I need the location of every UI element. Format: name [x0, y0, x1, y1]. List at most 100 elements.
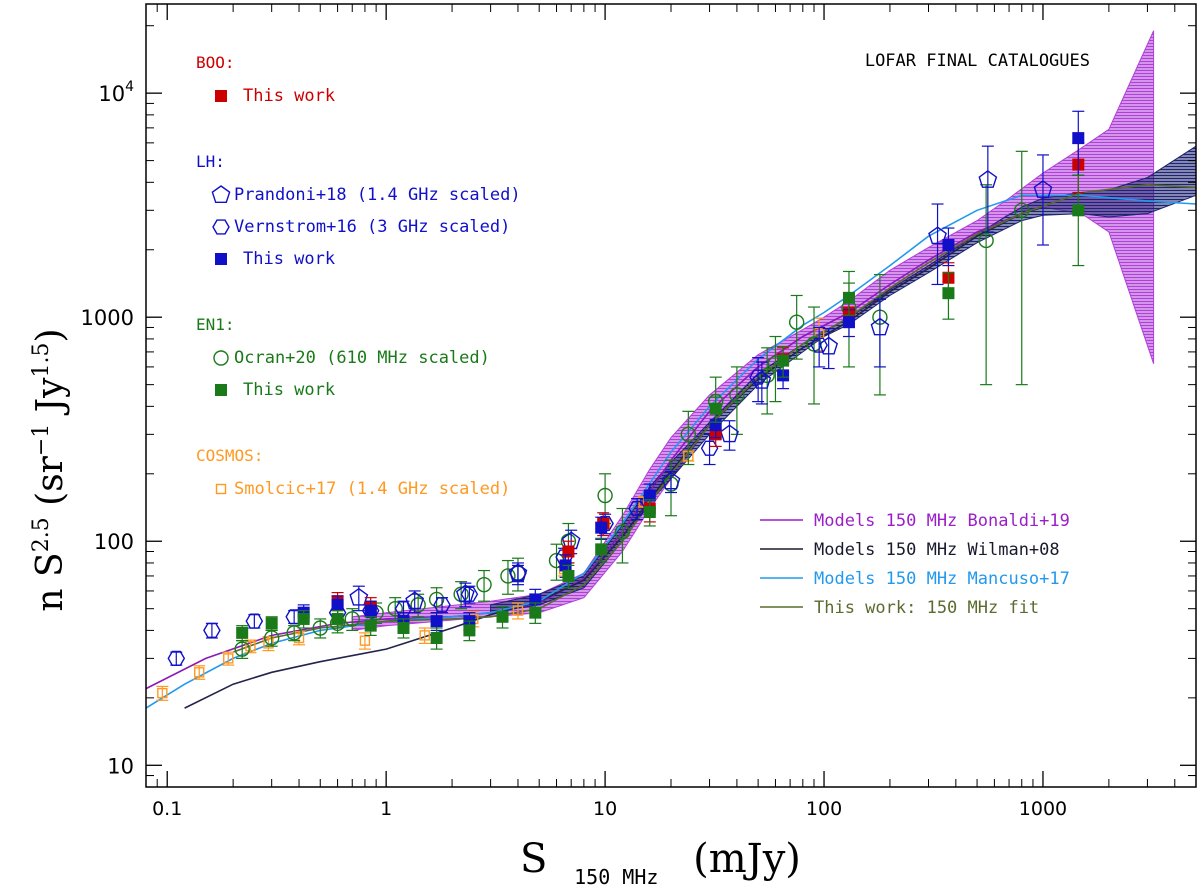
- legend-entry-label: Prandoni+18 (1.4 GHz scaled): [234, 185, 521, 205]
- point-en1-ocran-20: [286, 625, 302, 641]
- point-en1-this-work: [463, 624, 476, 637]
- point-lh-prandoni-18: [661, 471, 681, 490]
- point-lh-this-work: [331, 598, 344, 611]
- y-axis-label-mid1: (sr: [30, 455, 71, 517]
- point-en1-ocran-20: [788, 314, 805, 330]
- x-axis-label: S 150 MHz (mJy): [520, 836, 801, 892]
- y-axis-label: n S2.5 (sr−1 Jy1.5): [29, 328, 71, 611]
- y-tick-label: 10: [107, 754, 134, 778]
- point-en1-ocran-20: [597, 487, 613, 504]
- x-axis-label-unit: (mJy): [693, 836, 801, 882]
- point-cosmos-smolcic-17: [194, 667, 205, 678]
- x-tick-label: 10: [593, 798, 617, 820]
- point-en1-this-work: [364, 619, 377, 632]
- y-axis-label-mid2: Jy: [30, 377, 71, 424]
- model-legend-label: Models 150 MHz Bonaldi+19: [814, 511, 1070, 531]
- legend-marker: [215, 384, 227, 396]
- point-lh-this-work: [842, 316, 855, 329]
- point-lh-prandoni-18: [928, 226, 947, 245]
- model-legend: Models 150 MHz Bonaldi+19 Models 150 MHz …: [760, 511, 1070, 618]
- point-cosmos-smolcic-17: [245, 641, 256, 652]
- data-points: [156, 110, 1085, 701]
- legend: BOO: This work LH: Prandoni+18 (1.4 GHz sca…: [196, 53, 521, 499]
- point-en1-this-work: [430, 631, 443, 644]
- legend-entry-label: Ocran+20 (610 MHz scaled): [234, 348, 490, 368]
- point-en1-ocran-20: [978, 232, 994, 249]
- point-lh-this-work: [643, 489, 656, 502]
- point-en1-this-work: [236, 626, 249, 639]
- legend-group-header: EN1:: [196, 315, 235, 334]
- legend-marker: [213, 350, 229, 366]
- point-en1-this-work: [265, 617, 278, 630]
- point-lh-prandoni-18: [1033, 180, 1053, 198]
- point-boo-this-work: [562, 545, 575, 558]
- point-lh-vernstrom-16: [628, 500, 646, 517]
- point-en1-ocran-20: [1014, 202, 1030, 219]
- x-tick-label: 1000: [1019, 798, 1067, 820]
- y-tick-label: 1000: [81, 306, 134, 330]
- point-lh-vernstrom-16: [203, 622, 221, 638]
- point-en1-ocran-20: [729, 387, 745, 403]
- point-en1-this-work: [643, 506, 656, 519]
- point-lh-this-work: [1072, 132, 1085, 145]
- legend-group-header: LH:: [196, 152, 225, 171]
- point-en1-ocran-20: [614, 524, 631, 540]
- point-en1-ocran-20: [428, 591, 445, 608]
- point-lh-this-work: [595, 521, 608, 534]
- point-lh-prandoni-18: [455, 584, 475, 603]
- model-bands: [351, 30, 1197, 631]
- legend-marker: [215, 90, 227, 102]
- point-en1-this-work: [595, 543, 608, 556]
- point-cosmos-smolcic-17: [157, 687, 168, 699]
- x-axis-label-main: S: [520, 836, 547, 882]
- x-tick-label: 0.1: [152, 798, 182, 820]
- point-en1-this-work: [562, 569, 575, 582]
- point-en1-this-work: [842, 291, 855, 304]
- point-lh-prandoni-18: [819, 336, 839, 355]
- point-lh-this-work: [942, 239, 955, 252]
- point-en1-this-work: [709, 402, 722, 415]
- y-tick-label: 100: [94, 530, 134, 554]
- point-lh-this-work: [430, 615, 443, 628]
- point-en1-ocran-20: [312, 620, 328, 636]
- point-lh-vernstrom-16: [167, 650, 186, 666]
- legend-marker: [211, 185, 231, 204]
- point-en1-this-work: [331, 612, 344, 625]
- legend-marker: [215, 483, 227, 495]
- legend-group-header: BOO:: [196, 53, 235, 72]
- legend-marker: [212, 219, 230, 235]
- model-legend-label: Models 150 MHz Wilman+08: [814, 540, 1060, 560]
- y-axis-label-exp2: −1: [29, 424, 54, 456]
- point-lh-prandoni-18: [752, 370, 772, 389]
- point-lh-prandoni-18: [349, 587, 369, 606]
- model-legend-label: Models 150 MHz Mancuso+17: [814, 569, 1070, 589]
- point-en1-this-work: [397, 621, 410, 634]
- point-lh-vernstrom-16: [433, 597, 451, 613]
- point-en1-ocran-20: [410, 597, 426, 613]
- point-lh-this-work: [364, 604, 377, 617]
- point-lh-vernstrom-16: [700, 440, 719, 456]
- point-cosmos-smolcic-17: [512, 605, 524, 616]
- point-en1-this-work: [1072, 204, 1085, 217]
- legend-entry-label: This work: [243, 249, 335, 269]
- point-en1-ocran-20: [476, 576, 492, 593]
- point-en1-ocran-20: [234, 641, 250, 657]
- point-en1-ocran-20: [759, 367, 775, 384]
- series-line-mancuso-17: [145, 194, 1197, 709]
- x-tick-label: 1: [380, 798, 392, 820]
- point-lh-prandoni-18: [720, 424, 739, 443]
- y-axis-label-prefix: n S: [30, 552, 71, 611]
- model-legend-label: This work: 150 MHz fit: [814, 598, 1039, 618]
- legend-marker: [215, 253, 227, 265]
- point-cosmos-smolcic-17: [419, 630, 430, 641]
- point-lh-prandoni-18: [405, 591, 425, 610]
- point-cosmos-smolcic-17: [263, 638, 274, 649]
- point-lh-prandoni-18: [870, 317, 890, 336]
- legend-entry-label: Vernstrom+16 (3 GHz scaled): [234, 217, 510, 237]
- point-lh-vernstrom-16: [460, 586, 479, 602]
- legend-group-header: COSMOS:: [196, 446, 263, 465]
- point-en1-this-work: [297, 612, 310, 625]
- point-cosmos-smolcic-17: [223, 653, 234, 664]
- point-lh-this-work: [529, 593, 542, 606]
- y-axis-label-exp3: 1.5: [29, 342, 54, 377]
